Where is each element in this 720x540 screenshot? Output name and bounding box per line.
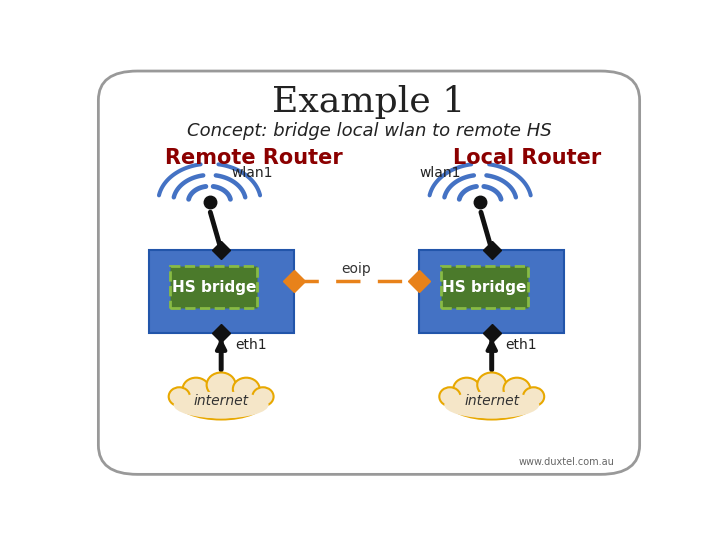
Text: Local Router: Local Router xyxy=(453,148,601,168)
FancyBboxPatch shape xyxy=(99,71,639,474)
Text: wlan1: wlan1 xyxy=(419,166,461,180)
FancyBboxPatch shape xyxy=(148,250,294,333)
Text: internet: internet xyxy=(464,394,519,408)
Text: Example 1: Example 1 xyxy=(272,85,466,119)
Ellipse shape xyxy=(439,387,461,406)
Text: HS bridge: HS bridge xyxy=(171,280,256,295)
Ellipse shape xyxy=(444,392,539,418)
FancyBboxPatch shape xyxy=(441,266,528,308)
Text: internet: internet xyxy=(194,394,248,408)
Ellipse shape xyxy=(454,377,480,401)
FancyBboxPatch shape xyxy=(419,250,564,333)
Text: wlan1: wlan1 xyxy=(232,166,274,180)
Ellipse shape xyxy=(523,387,544,406)
Text: HS bridge: HS bridge xyxy=(442,280,527,295)
FancyBboxPatch shape xyxy=(171,266,258,308)
Ellipse shape xyxy=(233,377,260,401)
Ellipse shape xyxy=(168,387,190,406)
Ellipse shape xyxy=(174,392,269,418)
Ellipse shape xyxy=(447,382,536,420)
Text: eth1: eth1 xyxy=(235,339,266,353)
Text: Concept: bridge local wlan to remote HS: Concept: bridge local wlan to remote HS xyxy=(186,123,552,140)
Text: eth1: eth1 xyxy=(505,339,537,353)
Ellipse shape xyxy=(176,382,266,420)
Ellipse shape xyxy=(253,387,274,406)
Ellipse shape xyxy=(477,373,506,397)
Ellipse shape xyxy=(183,377,210,401)
Text: www.duxtel.com.au: www.duxtel.com.au xyxy=(518,457,615,467)
Text: eoip: eoip xyxy=(341,261,372,275)
Ellipse shape xyxy=(207,373,235,397)
Text: Remote Router: Remote Router xyxy=(166,148,343,168)
Ellipse shape xyxy=(503,377,530,401)
